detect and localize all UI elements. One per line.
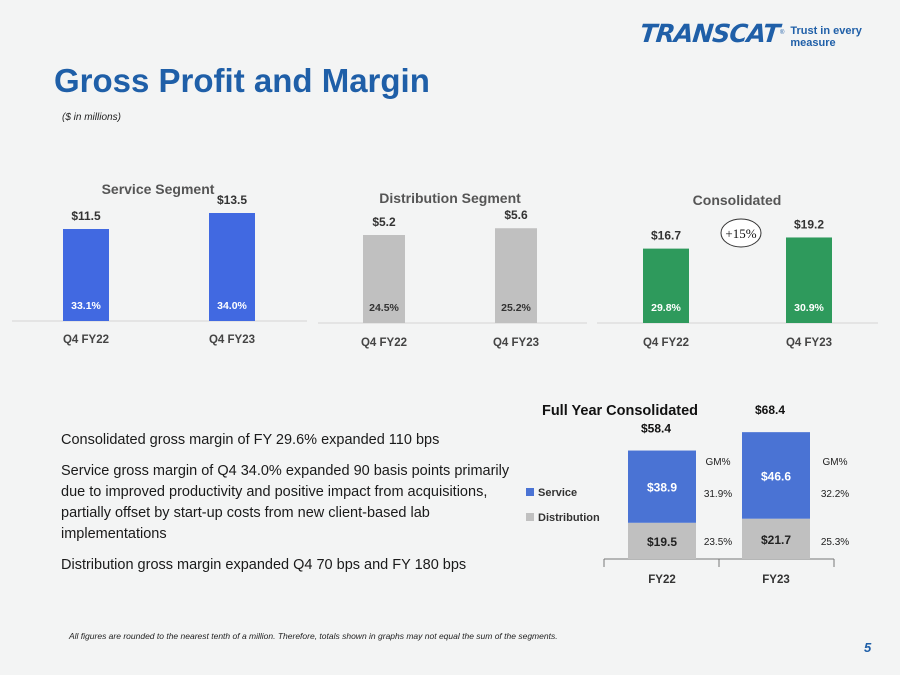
service-margin-label-2: 34.0% <box>217 300 247 312</box>
consolidated-margin-label-2: 30.9% <box>794 302 824 314</box>
fy-gm-header-2: GM% <box>823 457 848 468</box>
transcat-logo: TRANSCAT ® Trust in every measure <box>638 18 900 50</box>
service-tick-label-1: Q4 FY22 <box>63 334 109 346</box>
distribution-value-label-2: $5.6 <box>504 208 528 222</box>
fy-service-margin-2: 32.2% <box>821 489 849 500</box>
fy-distribution-margin-2: 25.3% <box>821 537 849 548</box>
service-chart-title: Service Segment <box>102 181 215 197</box>
distribution-margin-label-2: 25.2% <box>501 302 531 314</box>
growth-callout <box>720 218 762 248</box>
fy-service-bar-2 <box>742 432 810 519</box>
fy-service-label-1: $38.9 <box>647 481 677 495</box>
commentary: Consolidated gross margin of FY 29.6% ex… <box>61 430 521 586</box>
page-number: 5 <box>864 640 872 655</box>
bullet-2: Service gross margin of Q4 34.0% expande… <box>61 463 510 542</box>
consolidated-tick-label-1: Q4 FY22 <box>643 337 689 349</box>
logo-tagline: Trust in every measure <box>790 25 862 49</box>
distribution-chart-title: Distribution Segment <box>379 190 521 206</box>
fy-tick-label-2: FY23 <box>762 574 790 586</box>
fy-service-label-2: $46.6 <box>761 469 791 483</box>
fy-distribution-label-2: $21.7 <box>761 533 791 547</box>
service-tick-label-2: Q4 FY23 <box>209 334 255 346</box>
fy-total-label-2: $68.4 <box>755 403 785 417</box>
distribution-value-label-1: $5.2 <box>372 215 396 229</box>
fy-gm-header-1: GM% <box>706 457 731 468</box>
fy-legend-swatch-service <box>526 488 534 496</box>
consolidated-bar-2 <box>786 237 832 323</box>
fy-distribution-label-1: $19.5 <box>647 535 677 549</box>
service-margin-label-1: 33.1% <box>71 300 101 312</box>
page-title: Gross Profit and Margin <box>54 62 430 99</box>
fy-legend-label-service: Service <box>538 487 577 499</box>
consolidated-value-label-2: $19.2 <box>794 217 824 231</box>
fy-service-bar-1 <box>628 450 696 523</box>
distribution-bar-1 <box>363 235 405 323</box>
fy-distribution-bar-2 <box>742 518 810 559</box>
growth-callout-label: +15% <box>725 226 756 241</box>
service-value-label-1: $11.5 <box>71 209 101 223</box>
units-note: ($ in millions) <box>62 112 121 123</box>
fy-distribution-margin-1: 23.5% <box>704 537 732 548</box>
bullet-1: Consolidated gross margin of FY 29.6% ex… <box>61 432 440 448</box>
distribution-bar-2 <box>495 228 537 323</box>
consolidated-value-label-1: $16.7 <box>651 229 681 243</box>
fy-total-label-1: $58.4 <box>641 422 671 436</box>
consolidated-chart-title: Consolidated <box>693 192 782 208</box>
logo-registered-mark: ® <box>779 30 785 36</box>
fy-legend-swatch-distribution <box>526 513 534 521</box>
fy-service-margin-1: 31.9% <box>704 489 732 500</box>
service-value-label-2: $13.5 <box>217 193 247 207</box>
consolidated-tick-label-2: Q4 FY23 <box>786 337 832 349</box>
distribution-tick-label-2: Q4 FY23 <box>493 337 539 349</box>
fy-chart-title: Full Year Consolidated <box>542 403 698 419</box>
distribution-tick-label-1: Q4 FY22 <box>361 337 407 349</box>
fy-distribution-bar-1 <box>628 522 696 559</box>
bullet-3: Distribution gross margin expanded Q4 70… <box>61 557 467 573</box>
service-bar-1 <box>63 229 109 321</box>
consolidated-bar-1 <box>643 248 689 323</box>
service-bar-2 <box>209 213 255 321</box>
fy-tick-label-1: FY22 <box>648 574 676 586</box>
consolidated-margin-label-1: 29.8% <box>651 302 681 314</box>
distribution-margin-label-1: 24.5% <box>369 302 399 314</box>
footnote: All figures are rounded to the nearest t… <box>69 631 558 641</box>
fy-legend-label-distribution: Distribution <box>538 512 600 524</box>
